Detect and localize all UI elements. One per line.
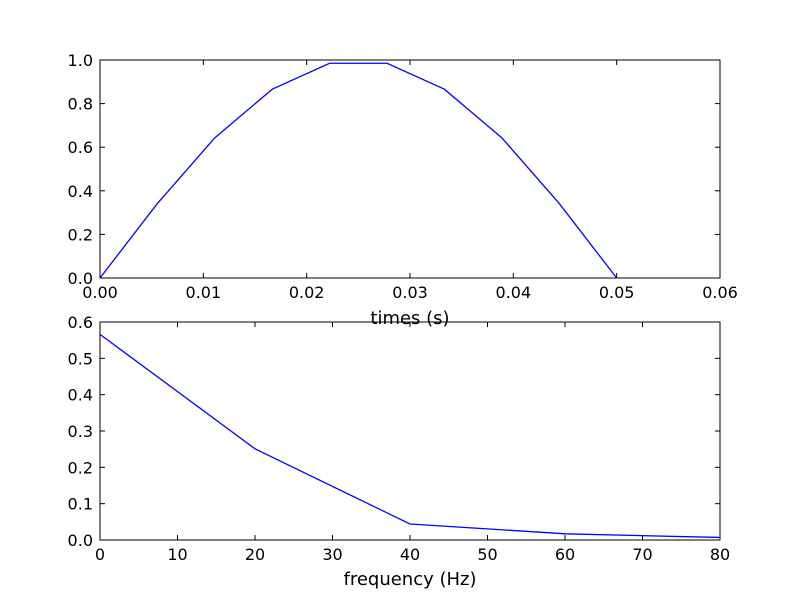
frequency-chart-x-tick-labels: 0 10 20 30 40 50 60 70 80 [95,545,730,564]
time-chart-y-tick-label: 0.6 [68,138,93,157]
frequency-chart-y-tick-label: 0.2 [68,458,93,477]
frequency-chart-y-tick-label: 0.0 [68,531,93,550]
frequency-domain-chart: 0 10 20 30 40 50 60 70 80 0.00.10.20.30.40.50.6 … [68,313,731,590]
frequency-chart-x-tick-label: 70 [632,545,652,564]
frequency-chart-y-tick-label: 0.1 [68,495,93,514]
time-chart-x-tick-labels: 0.00 0.01 0.02 0.03 0.04 0.05 0.06 [82,283,738,302]
frequency-chart-x-tick-label: 20 [245,545,265,564]
time-chart-series [99,62,618,279]
time-chart-y-tick-labels: 0.0 0.2 0.4 0.6 0.8 1.0 [68,51,93,288]
frequency-chart-x-tick-label: 30 [322,545,342,564]
time-chart-ticks [99,59,721,279]
time-chart-x-tick-label: 0.04 [496,283,532,302]
frequency-chart-ticks [99,321,721,541]
time-chart-x-tick-label: 0.03 [392,283,428,302]
frequency-chart-x-axis-label: frequency (Hz) [343,569,476,590]
time-chart-x-axis-label: times (s) [370,308,449,329]
frequency-chart-x-tick-label: 80 [710,545,730,564]
frequency-chart-y-tick-label: 0.6 [68,313,93,332]
time-chart-x-tick-label: 0.05 [599,283,635,302]
frequency-chart-x-tick-label: 10 [167,545,187,564]
time-chart-x-tick-label: 0.00 [82,283,118,302]
frequency-chart-series-line [99,333,721,539]
frequency-chart-y-tick-label: 0.4 [68,386,93,405]
time-chart-y-tick-label: 1.0 [68,51,93,70]
time-chart-y-tick-label: 0.4 [68,182,93,201]
time-chart-y-tick-label: 0.0 [68,269,93,288]
time-chart-x-tick-label: 0.02 [289,283,325,302]
frequency-chart-x-tick-label: 50 [477,545,497,564]
frequency-chart-x-tick-label: 40 [400,545,420,564]
frequency-chart-x-tick-label: 60 [555,545,575,564]
time-domain-chart: 0.00 0.01 0.02 0.03 0.04 0.05 0.06 0.00.20.40.… [68,51,738,329]
frequency-chart-x-tick-label: 0 [95,545,105,564]
time-chart-y-tick-label: 0.2 [68,225,93,244]
frequency-chart-y-tick-label: 0.3 [68,422,93,441]
frequency-chart-y-tick-label: 0.5 [68,349,93,368]
frequency-chart-series [99,333,721,539]
time-chart-series-line [99,62,618,279]
frequency-chart-y-tick-labels: 0.0 0.1 0.2 0.3 0.4 0.5 0.6 [68,313,93,550]
time-chart-x-tick-label: 0.01 [186,283,222,302]
time-chart-x-tick-label: 0.06 [702,283,738,302]
time-chart-y-tick-label: 0.8 [68,95,93,114]
